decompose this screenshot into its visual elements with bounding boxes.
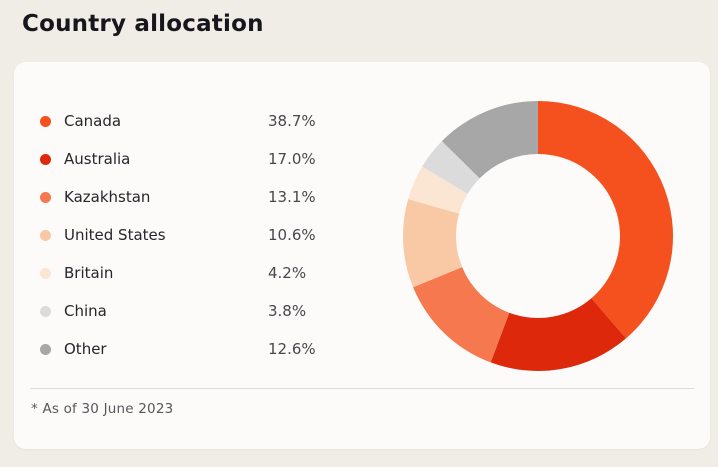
legend-dot-kazakhstan <box>40 191 51 203</box>
divider <box>30 388 694 389</box>
country-allocation-card: Canada 38.7% Australia 17.0% Kazakhstan 13.1%… <box>14 62 710 449</box>
legend-label: Australia <box>64 150 131 168</box>
legend-label: Britain <box>64 264 114 282</box>
legend-dot-china <box>40 305 51 317</box>
legend-item-other: Other 12.6% <box>40 330 370 368</box>
legend-dot-united-states <box>40 229 51 241</box>
legend-dot-australia <box>40 153 51 165</box>
donut-chart <box>398 96 678 376</box>
legend-value: 17.0% <box>268 150 316 168</box>
legend-item-china: China 3.8% <box>40 292 370 330</box>
legend-label: Canada <box>64 112 122 130</box>
footnote: * As of 30 June 2023 <box>31 401 174 417</box>
legend-item-canada: Canada 38.7% <box>40 102 370 140</box>
donut-segment-australia <box>490 298 626 371</box>
legend-label: China <box>64 302 107 320</box>
donut-segment-united-states <box>403 199 463 288</box>
legend-label: United States <box>64 226 166 244</box>
legend-value: 4.2% <box>268 264 307 282</box>
donut-chart-svg <box>403 101 674 371</box>
legend-item-kazakhstan: Kazakhstan 13.1% <box>40 178 370 216</box>
donut-segment-canada <box>538 101 674 339</box>
legend-item-britain: Britain 4.2% <box>40 254 370 292</box>
donut-segment-china <box>422 141 480 194</box>
legend-value: 13.1% <box>268 188 316 206</box>
legend-value: 12.6% <box>268 340 316 358</box>
legend-dot-britain <box>40 267 51 279</box>
legend-label: Kazakhstan <box>64 188 151 206</box>
legend: Canada 38.7% Australia 17.0% Kazakhstan 13.1%… <box>40 102 370 368</box>
legend-value: 10.6% <box>268 226 316 244</box>
legend-item-united-states: United States 10.6% <box>40 216 370 254</box>
legend-dot-other <box>40 343 51 355</box>
legend-value: 3.8% <box>268 302 307 320</box>
donut-segment-kazakhstan <box>413 267 510 363</box>
legend-item-australia: Australia 17.0% <box>40 140 370 178</box>
legend-label: Other <box>64 340 107 358</box>
legend-dot-canada <box>40 115 51 127</box>
donut-segment-other <box>441 101 538 179</box>
donut-segment-britain <box>408 166 468 214</box>
page-title: Country allocation <box>22 11 264 37</box>
legend-value: 38.7% <box>268 112 316 130</box>
